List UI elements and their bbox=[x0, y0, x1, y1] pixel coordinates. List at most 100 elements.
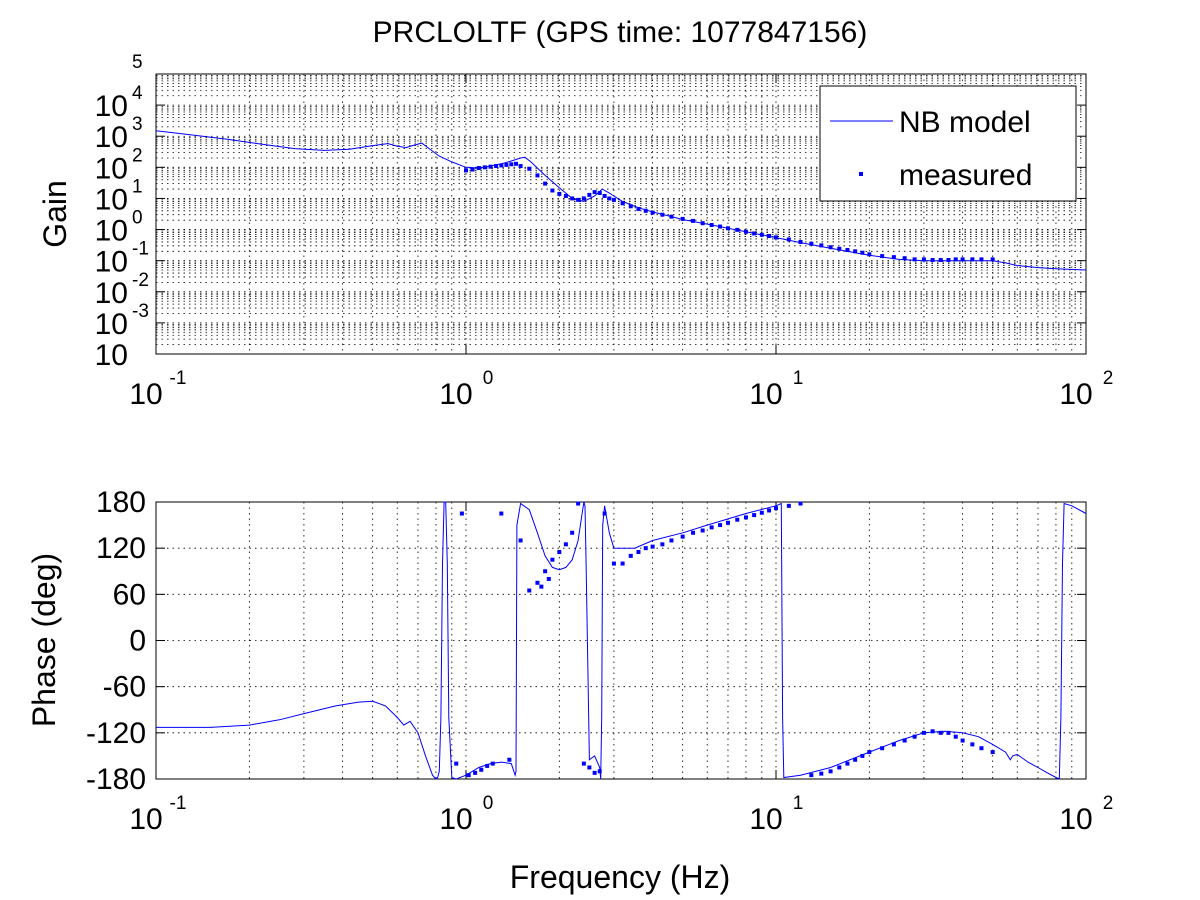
gain-measured-point bbox=[482, 165, 487, 170]
svg-text:10: 10 bbox=[95, 339, 128, 372]
phase-measured-point bbox=[459, 511, 464, 516]
svg-text:10: 10 bbox=[129, 378, 162, 411]
svg-text:-1: -1 bbox=[170, 793, 187, 814]
phase-measured-point bbox=[611, 561, 616, 566]
gain-measured-point bbox=[774, 235, 778, 240]
gain-plot-title: PRCLOLTF (GPS time: 1077847156) bbox=[373, 16, 868, 49]
legend: NB model measured bbox=[819, 85, 1077, 202]
phase-measured-point bbox=[643, 546, 648, 551]
phase-measured-point bbox=[546, 576, 551, 581]
gain-ticks bbox=[155, 73, 1087, 355]
svg-text:-120: -120 bbox=[86, 717, 146, 750]
phase-measured-point bbox=[891, 742, 896, 747]
gain-measured-point bbox=[880, 254, 885, 259]
phase-measured-point bbox=[912, 734, 917, 739]
gain-y-tick-label: 5 bbox=[132, 52, 143, 73]
gain-measured-point bbox=[902, 256, 907, 261]
phase-measured-point bbox=[587, 765, 592, 770]
phase-measured-point bbox=[660, 542, 665, 547]
gain-measured-point bbox=[718, 224, 723, 229]
gain-measured-point bbox=[752, 231, 757, 236]
gain-measured-point bbox=[743, 229, 748, 234]
phase-measured-point bbox=[581, 761, 586, 766]
gain-measured-point bbox=[514, 161, 519, 166]
svg-text:4: 4 bbox=[132, 83, 143, 104]
phase-measured-point bbox=[636, 550, 641, 555]
phase-measured-point bbox=[535, 580, 540, 585]
phase-measured-point bbox=[860, 753, 865, 758]
phase-x-tick-label: 10 2 bbox=[1059, 793, 1113, 836]
gain-measured-point bbox=[557, 191, 562, 196]
phase-measured-point bbox=[597, 769, 602, 774]
svg-text:10: 10 bbox=[95, 277, 128, 310]
gain-y-tick-label: 10 bbox=[95, 339, 128, 372]
phase-measured-point bbox=[490, 761, 495, 766]
phase-y-tick-label: -120 bbox=[86, 717, 146, 750]
phase-measured-point bbox=[867, 750, 872, 755]
legend-dot-swatch bbox=[859, 172, 863, 176]
phase-x-tick-labels: 10 -1 10 0 10 1 10 2 bbox=[129, 793, 1113, 836]
phase-measured-point bbox=[550, 557, 555, 562]
svg-text:-1: -1 bbox=[170, 368, 187, 389]
phase-y-tick-label: 120 bbox=[96, 532, 146, 565]
gain-measured-point bbox=[509, 162, 514, 167]
gain-x-tick-label: 10 1 bbox=[749, 368, 803, 411]
svg-text:10: 10 bbox=[95, 121, 128, 154]
gain-measured-point bbox=[535, 173, 540, 178]
svg-text:120: 120 bbox=[96, 532, 146, 565]
svg-text:1: 1 bbox=[793, 368, 804, 389]
phase-y-tick-labels: -180 -120 -60 0 60 120 180 bbox=[86, 486, 146, 796]
phase-measured-point bbox=[845, 761, 850, 766]
phase-measured-point bbox=[557, 550, 562, 555]
svg-text:2: 2 bbox=[132, 145, 143, 166]
svg-text:-2: -2 bbox=[132, 270, 149, 291]
phase-measured-point bbox=[828, 769, 833, 774]
phase-measured-point bbox=[759, 510, 764, 515]
gain-measured-point bbox=[628, 204, 633, 209]
phase-y-tick-label: -60 bbox=[103, 671, 146, 704]
gain-measured-point bbox=[709, 223, 714, 228]
svg-text:0: 0 bbox=[483, 368, 494, 389]
phase-series bbox=[156, 501, 1087, 780]
phase-measured-point bbox=[946, 730, 951, 735]
svg-text:-3: -3 bbox=[132, 301, 149, 322]
phase-measured-point bbox=[853, 757, 858, 762]
gain-measured-point bbox=[960, 257, 965, 262]
gain-measured-point bbox=[563, 193, 568, 198]
phase-measured-point bbox=[700, 528, 705, 533]
svg-text:0: 0 bbox=[132, 208, 143, 229]
phase-measured-point bbox=[563, 542, 568, 547]
svg-text:3: 3 bbox=[132, 114, 143, 135]
gain-measured-point bbox=[700, 221, 705, 226]
gain-measured-point bbox=[735, 227, 740, 232]
svg-text:0: 0 bbox=[129, 625, 146, 658]
phase-measured-point bbox=[786, 503, 791, 508]
svg-text:10: 10 bbox=[1059, 378, 1092, 411]
gain-measured-point bbox=[845, 248, 850, 253]
gain-measured-point bbox=[860, 250, 865, 255]
phase-measured-point bbox=[527, 588, 532, 593]
svg-text:-1: -1 bbox=[132, 239, 149, 260]
gain-measured-point bbox=[938, 258, 943, 263]
phase-measured-point bbox=[592, 770, 597, 775]
phase-y-axis-label: Phase (deg) bbox=[26, 553, 62, 727]
phase-measured-point bbox=[970, 742, 975, 747]
phase-measured-point bbox=[669, 538, 674, 543]
phase-measured-point bbox=[902, 738, 907, 743]
phase-measured-point bbox=[466, 773, 471, 778]
gain-measured-point bbox=[650, 210, 655, 215]
svg-text:10: 10 bbox=[95, 215, 128, 248]
phase-measured-point bbox=[650, 544, 655, 549]
phase-measured-point bbox=[620, 561, 625, 566]
svg-text:10: 10 bbox=[95, 308, 128, 341]
gain-y-tick-label: 10 -2 bbox=[95, 270, 149, 310]
phase-measured-point bbox=[507, 757, 512, 762]
svg-text:10: 10 bbox=[95, 183, 128, 216]
gain-measured-point bbox=[921, 257, 926, 262]
gain-measured-point bbox=[691, 218, 696, 223]
svg-text:0: 0 bbox=[483, 793, 494, 814]
gain-measured-point bbox=[620, 201, 625, 206]
svg-text:10: 10 bbox=[439, 803, 472, 836]
gain-y-tick-label: 10 -3 bbox=[95, 301, 149, 341]
